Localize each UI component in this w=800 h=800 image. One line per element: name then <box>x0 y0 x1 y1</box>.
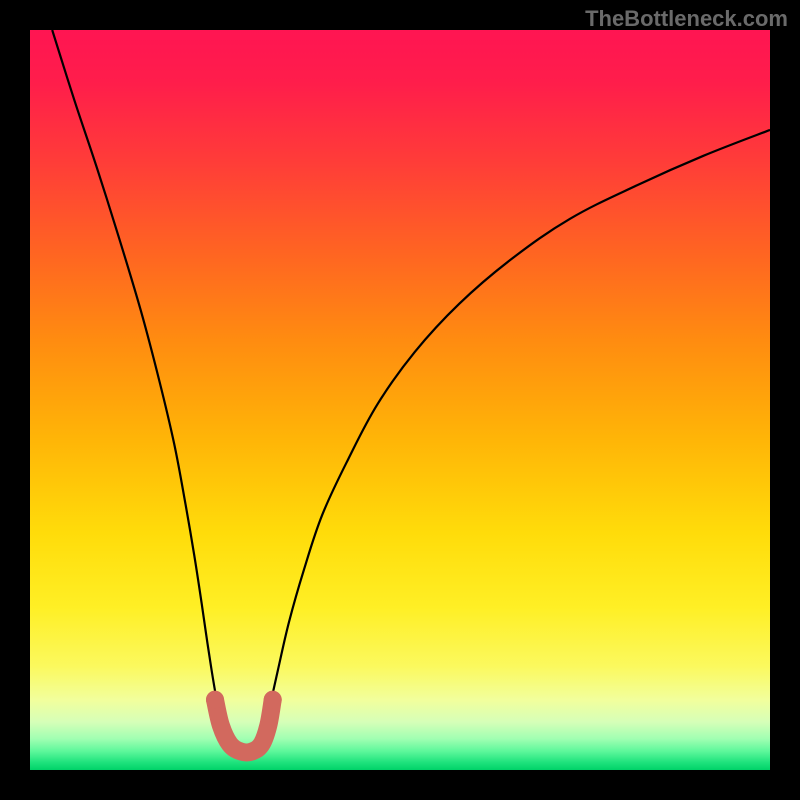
plot-frame <box>30 30 770 770</box>
marker-end-dot <box>206 691 224 709</box>
canvas-outer: TheBottleneck.com <box>0 0 800 800</box>
watermark-text: TheBottleneck.com <box>585 6 788 32</box>
plot-area <box>30 30 770 770</box>
gradient-background <box>30 30 770 770</box>
marker-end-dot <box>264 691 282 709</box>
chart-svg <box>30 30 770 770</box>
